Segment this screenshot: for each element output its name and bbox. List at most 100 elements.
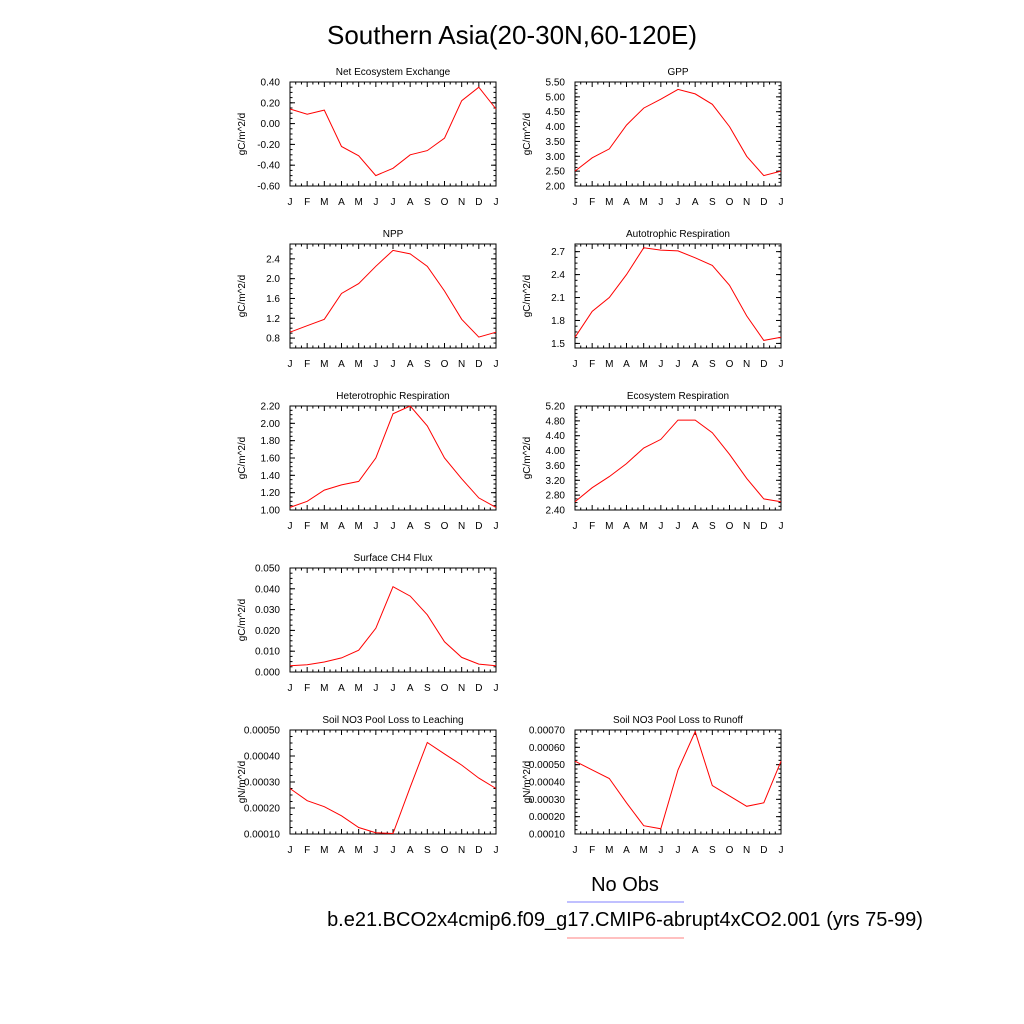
x-tick-label: D [760,197,767,208]
y-axis-label: gN/m^2/d [522,761,533,804]
x-tick-label: M [605,521,613,532]
x-tick-label: J [658,845,663,856]
x-tick-label: N [458,197,465,208]
x-tick-label: O [726,521,734,532]
x-tick-label: N [458,359,465,370]
y-tick-label: 4.00 [546,122,566,133]
y-tick-label: 1.2 [266,314,280,325]
y-tick-label: 2.40 [546,506,566,517]
y-axis-label: gC/m^2/d [522,113,533,156]
x-tick-label: J [391,845,396,856]
x-tick-label: M [354,521,362,532]
y-tick-label: 2.4 [266,254,280,265]
x-tick-label: J [288,521,293,532]
x-tick-label: M [320,197,328,208]
x-tick-label: A [623,521,630,532]
x-tick-label: J [573,521,578,532]
x-tick-label: M [320,683,328,694]
y-tick-label: 3.50 [546,137,566,148]
panel-title: Surface CH4 Flux [354,553,433,564]
y-tick-label: 1.8 [551,316,565,327]
x-tick-label: J [676,845,681,856]
panel-title: Soil NO3 Pool Loss to Leaching [322,715,463,726]
x-tick-label: A [407,845,414,856]
x-tick-label: D [475,359,482,370]
x-tick-label: F [589,359,595,370]
y-tick-label: -0.40 [257,161,280,172]
y-tick-label: 0.00010 [244,830,281,841]
y-tick-label: 0.00070 [529,726,566,737]
y-tick-label: -0.60 [257,182,280,193]
x-tick-label: M [639,845,647,856]
x-tick-label: J [676,359,681,370]
y-tick-label: 0.00060 [529,743,566,754]
panel-title: Autotrophic Respiration [626,229,730,240]
y-tick-label: 4.80 [546,416,566,427]
panel-title: GPP [667,67,688,78]
y-tick-label: 0.040 [255,584,280,595]
x-tick-label: J [391,359,396,370]
x-tick-label: J [658,197,663,208]
x-tick-label: M [639,359,647,370]
x-tick-label: J [494,197,499,208]
x-tick-label: N [458,845,465,856]
x-tick-label: M [354,683,362,694]
x-tick-label: J [779,521,784,532]
panel-title: Heterotrophic Respiration [336,391,449,402]
y-tick-label: 0.00040 [529,778,566,789]
x-tick-label: J [676,197,681,208]
y-tick-label: 2.7 [551,247,565,258]
x-tick-label: J [676,521,681,532]
x-tick-label: A [338,521,345,532]
x-tick-label: N [743,521,750,532]
x-tick-label: S [424,521,431,532]
x-tick-label: A [407,197,414,208]
x-tick-label: J [573,845,578,856]
y-tick-label: 2.1 [551,293,565,304]
y-tick-label: 0.000 [255,668,280,679]
figure-title: Southern Asia(20-30N,60-120E) [327,20,697,50]
x-tick-label: A [338,359,345,370]
x-tick-label: F [304,521,310,532]
y-tick-label: 0.00010 [529,830,566,841]
y-tick-label: 0.010 [255,647,280,658]
x-tick-label: A [623,197,630,208]
y-tick-label: 2.20 [261,402,281,413]
y-tick-label: 1.00 [261,506,281,517]
x-tick-label: J [779,845,784,856]
x-tick-label: J [391,197,396,208]
x-tick-label: M [605,197,613,208]
series-line [289,405,497,508]
series-line [574,730,782,830]
x-tick-label: J [373,845,378,856]
series-line [289,741,497,835]
x-tick-label: S [709,197,716,208]
plot-frame [574,243,782,349]
y-axis-label: gC/m^2/d [237,113,248,156]
series-line [574,247,782,341]
x-tick-label: S [709,845,716,856]
panel-title: NPP [383,229,404,240]
x-tick-label: O [441,197,449,208]
plot-frame [289,729,497,835]
x-tick-label: J [658,521,663,532]
y-tick-label: 1.5 [551,339,565,350]
y-tick-label: 0.00020 [244,804,281,815]
y-tick-label: 5.20 [546,402,566,413]
y-axis-label: gC/m^2/d [237,437,248,480]
x-tick-label: M [639,521,647,532]
y-tick-label: 5.00 [546,92,566,103]
x-tick-label: F [589,521,595,532]
x-tick-label: J [494,521,499,532]
x-tick-label: J [494,683,499,694]
y-tick-label: 0.00030 [529,795,566,806]
x-tick-label: F [589,197,595,208]
series-line [574,88,782,177]
x-tick-label: A [407,521,414,532]
